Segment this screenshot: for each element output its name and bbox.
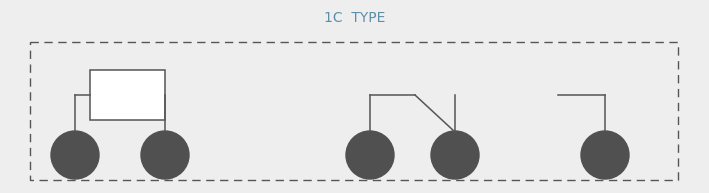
Circle shape [431,131,479,179]
Circle shape [141,131,189,179]
Bar [30,42,678,180]
Text: 1C  TYPE: 1C TYPE [324,11,385,25]
Bar [90,70,165,120]
Circle shape [51,131,99,179]
Circle shape [346,131,394,179]
Circle shape [581,131,629,179]
